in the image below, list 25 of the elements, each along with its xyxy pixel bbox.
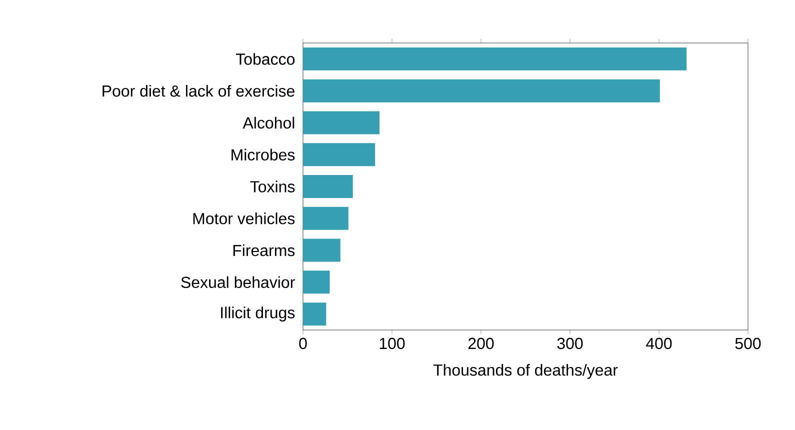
x-tick-label: 100 <box>380 338 405 350</box>
y-tick-label: Toxins <box>250 180 295 192</box>
y-tick-label: Alcohol <box>242 116 294 129</box>
x-tick-label: 400 <box>646 338 672 350</box>
bar <box>303 143 376 166</box>
bar <box>303 238 340 262</box>
bar <box>303 302 326 326</box>
y-tick-label: Firearms <box>233 244 295 256</box>
x-tick-label: 500 <box>735 338 761 350</box>
bar <box>303 79 660 102</box>
bar <box>303 270 330 294</box>
x-tick-label: 300 <box>557 338 583 350</box>
x-axis-title: Thousands of deaths/year <box>433 364 618 379</box>
bar <box>303 111 380 134</box>
y-tick-label: Illicit drugs <box>221 306 295 322</box>
bar <box>303 175 353 198</box>
y-tick-label: Motor vehicles <box>193 212 295 224</box>
y-tick-label: Tobacco <box>236 53 295 65</box>
bar <box>303 206 348 230</box>
y-tick-label: Poor diet & lack of exercise <box>102 84 294 97</box>
x-tick-label: 200 <box>468 338 494 350</box>
x-tick-label: 0 <box>299 338 307 350</box>
y-tick-label: Microbes <box>232 148 295 160</box>
bar <box>303 47 687 70</box>
y-tick-label: Sexual behavior <box>181 276 295 288</box>
